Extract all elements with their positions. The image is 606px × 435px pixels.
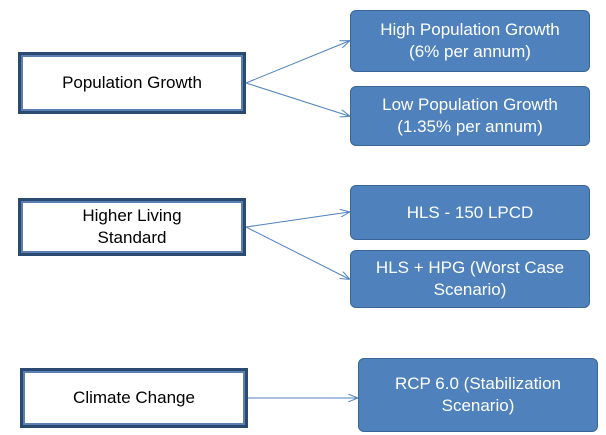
scenario-box: Low Population Growth (1.35% per annum) <box>350 86 590 146</box>
scenario-box: HLS + HPG (Worst Case Scenario) <box>350 250 590 308</box>
scenario-box: HLS - 150 LPCD <box>350 185 590 240</box>
node-label: Population Growth <box>62 73 202 92</box>
driver-box: Climate Change <box>20 368 248 428</box>
arrow <box>245 212 349 228</box>
driver-box: Higher Living Standard <box>18 198 246 256</box>
node-label: RCP 6.0 (Stabilization <box>395 374 561 393</box>
scenario-box: High Population Growth (6% per annum) <box>350 10 590 72</box>
arrow <box>245 82 349 116</box>
node-label: Low Population Growth <box>382 95 558 114</box>
node-label: (1.35% per annum) <box>397 117 543 136</box>
node-label: Scenario) <box>433 280 507 299</box>
node-label: Scenario) <box>441 396 515 415</box>
arrow <box>245 41 349 84</box>
node-label: Climate Change <box>73 388 195 407</box>
arrow <box>245 226 349 279</box>
node-label: High Population Growth <box>380 20 560 39</box>
node-label: Standard <box>97 228 167 247</box>
node-label: Higher Living <box>82 206 182 225</box>
node-label: HLS + HPG (Worst Case <box>375 258 565 277</box>
driver-box: Population Growth <box>18 52 246 114</box>
scenario-box: RCP 6.0 (Stabilization Scenario) <box>358 358 598 432</box>
node-label: HLS - 150 LPCD <box>406 202 534 222</box>
node-label: (6% per annum) <box>409 42 531 61</box>
